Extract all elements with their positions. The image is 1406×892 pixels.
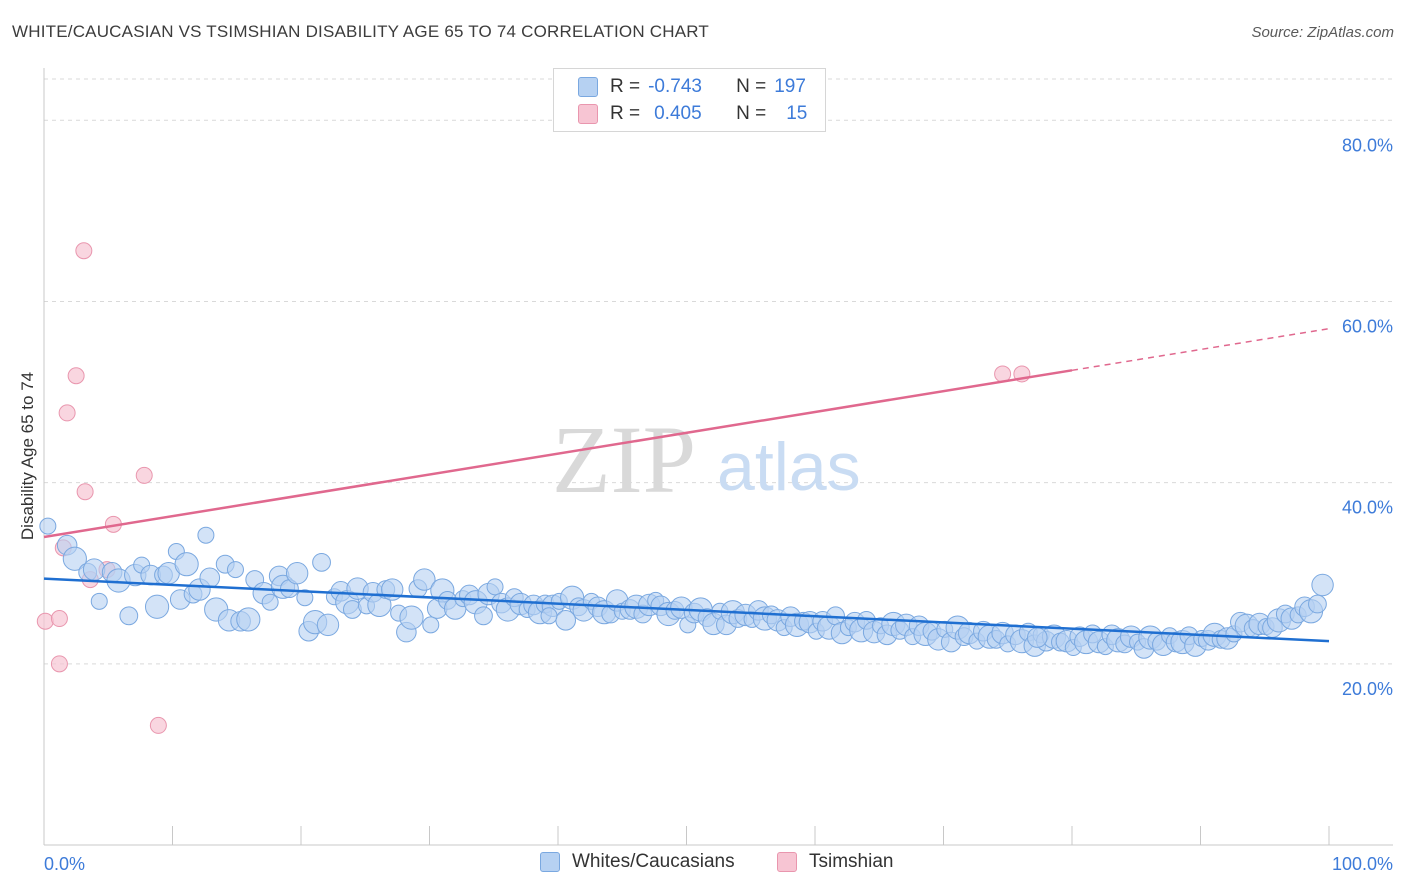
whites-point <box>1311 573 1334 597</box>
whites-point <box>486 578 504 596</box>
watermark-atlas: atlas <box>717 429 861 505</box>
tsimshian-point <box>76 483 94 501</box>
whites-point <box>296 589 314 607</box>
legend-n-label: N = <box>736 103 767 124</box>
whites-point <box>144 594 170 619</box>
tsimshian-point <box>67 367 85 385</box>
legend-row-whites: R = -0.743 N = 197 <box>578 74 806 100</box>
legend-swatch-whites <box>540 852 560 872</box>
legend-r-value: 0.405 <box>654 103 702 124</box>
tsimshian-point <box>36 612 54 630</box>
axis-layer: 20.0% 40.0% 60.0% 80.0% 0.0% 100.0% <box>43 68 1393 874</box>
tsimshian-point <box>75 242 93 260</box>
legend-item-whites: Whites/Caucasians <box>540 851 735 873</box>
legend-swatch-pink <box>578 104 598 124</box>
tsimshian-points <box>36 242 1031 734</box>
tsimshian-point <box>50 655 68 673</box>
y-axis-label: Disability Age 65 to 74 <box>18 372 37 540</box>
legend-n-label: N = <box>736 76 767 97</box>
whites-trendline <box>43 577 1330 643</box>
y-tick-label: 80.0% <box>1342 135 1393 155</box>
series-legend: Whites/Caucasians Tsimshian <box>0 851 1406 879</box>
whites-point <box>316 613 340 637</box>
tsimshian-point <box>58 404 76 422</box>
legend-n-value: 197 <box>774 76 806 97</box>
whites-point <box>261 593 279 611</box>
legend-label-tsimshian: Tsimshian <box>809 851 894 872</box>
trend-layer <box>43 327 1330 643</box>
whites-point <box>312 552 331 572</box>
chart-title: WHITE/CAUCASIAN VS TSIMSHIAN DISABILITY … <box>12 22 710 41</box>
watermark-zip: ZIP <box>552 406 696 513</box>
legend-swatch-tsimshian <box>777 852 797 872</box>
whites-point <box>413 568 436 591</box>
whites-point <box>285 562 309 585</box>
whites-point <box>197 526 215 544</box>
whites-point <box>119 606 139 626</box>
y-tick-label: 60.0% <box>1342 316 1393 336</box>
tsimshian-trendline-extension <box>1071 327 1330 372</box>
x-tick-label: 100.0% <box>1332 854 1393 874</box>
whites-point <box>82 558 106 581</box>
whites-point <box>199 567 221 589</box>
whites-point <box>474 606 493 626</box>
watermark: ZIP atlas <box>552 406 861 513</box>
tsimshian-point <box>50 610 68 628</box>
whites-point <box>90 592 108 610</box>
source-credit: Source: ZipAtlas.com <box>1251 24 1394 41</box>
legend-n-value: 15 <box>786 103 808 124</box>
legend-r-label: R = <box>610 103 641 124</box>
legend-label-whites: Whites/Caucasians <box>572 851 735 872</box>
whites-point <box>39 517 57 535</box>
legend-item-tsimshian: Tsimshian <box>777 851 893 873</box>
whites-point <box>399 605 424 630</box>
x-tick-label: 0.0% <box>44 854 85 874</box>
y-tick-label: 20.0% <box>1342 679 1393 699</box>
whites-point <box>174 552 199 577</box>
tsimshian-point <box>135 466 153 484</box>
correlation-legend: R = -0.743 N = 197 R = 0.405 N = 15 <box>553 68 826 132</box>
whites-point <box>1308 594 1327 614</box>
whites-point <box>1027 627 1048 648</box>
whites-point <box>422 616 440 634</box>
legend-swatch-blue <box>578 77 598 97</box>
whites-point <box>236 607 261 632</box>
tsimshian-trendline <box>43 369 1073 539</box>
y-tick-label: 40.0% <box>1342 498 1393 518</box>
tsimshian-point <box>149 716 167 734</box>
legend-row-tsimshian: R = 0.405 N = 15 <box>578 101 807 127</box>
whites-point <box>540 607 558 625</box>
legend-r-value: -0.743 <box>648 76 702 97</box>
legend-r-label: R = <box>610 76 641 97</box>
whites-point <box>226 561 244 579</box>
whites-point <box>62 546 87 571</box>
